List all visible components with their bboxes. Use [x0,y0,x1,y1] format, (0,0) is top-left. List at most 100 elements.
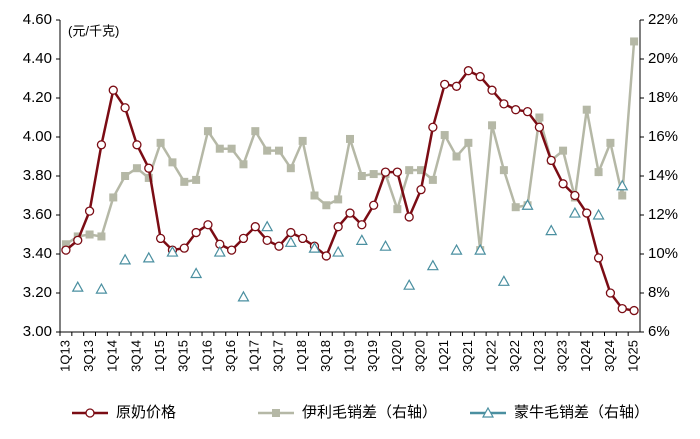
data-point [511,105,521,115]
data-point [97,232,106,241]
legend-marker [85,408,95,418]
data-point [475,71,485,82]
data-point [73,235,83,246]
data-point [203,220,213,230]
data-point [215,144,224,153]
data-point [582,208,592,218]
data-point [369,170,378,179]
data-point [84,206,95,216]
data-point [393,205,402,214]
data-point [156,138,165,147]
data-point [463,66,474,76]
data-point [535,113,544,122]
legend-label: 伊利毛销差（右轴） [302,404,437,421]
x-tick-label: 3Q13 [81,340,96,372]
x-tick-label: 3Q18 [318,340,333,372]
data-point [426,259,439,271]
data-point [487,85,497,95]
data-point [568,206,581,218]
x-tick-label: 1Q24 [578,340,593,372]
data-point [332,245,345,257]
data-point [238,233,249,244]
x-tick-label: 3Q17 [270,340,285,372]
y-tick-label: 3.00 [23,323,52,340]
x-tick-label: 1Q17 [247,340,262,372]
data-point [334,195,343,204]
data-point [440,79,450,89]
data-point [357,172,366,180]
data-point [593,253,604,263]
data-point [308,241,321,253]
data-point [274,146,283,155]
y-tick-label: 3.20 [23,284,52,301]
y-tick-label: 4.00 [23,128,52,145]
data-point [213,245,226,257]
data-point [392,167,402,177]
data-point [521,199,534,210]
x-tick-label: 3Q21 [460,340,475,372]
data-point [61,240,70,249]
x-tick-label: 1Q22 [483,340,498,372]
y-tick-label: 4.40 [23,50,52,67]
data-point [369,200,379,210]
data-point [144,173,153,182]
data-point [499,166,508,175]
data-point [132,164,141,173]
data-point [428,122,438,132]
data-point [497,275,510,286]
data-point [545,224,558,236]
data-point [166,245,179,257]
data-point [629,305,639,316]
data-point [121,172,130,180]
data-point [261,220,274,232]
data-point [227,144,236,153]
data-point [616,179,629,191]
data-point [534,122,545,132]
legend-marker [272,409,280,417]
y-tick-label: 4.20 [23,89,52,106]
data-point [286,227,296,238]
data-point [618,191,627,200]
data-point [428,175,437,184]
y2-tick-label: 10% [648,245,678,262]
data-point [226,245,237,255]
data-point [404,212,414,222]
data-point [61,245,71,255]
x-tick-label: 1Q13 [57,340,72,372]
data-point [179,243,189,253]
x-tick-label: 1Q16 [199,340,214,372]
x-tick-label: 3Q16 [223,340,238,372]
x-tick-label: 1Q20 [389,340,404,372]
x-tick-label: 3Q14 [128,340,143,372]
data-point [119,253,132,265]
series-line [65,41,636,251]
data-point [310,191,319,200]
y2-tick-label: 18% [648,89,678,106]
x-tick-label: 1Q23 [531,340,546,372]
x-tick-label: 3Q22 [507,340,522,372]
data-point [142,251,155,263]
data-point [284,236,297,247]
data-point [380,167,391,177]
data-point [262,235,272,246]
data-point [120,103,130,113]
y2-tick-label: 16% [648,128,678,145]
data-point [321,251,331,261]
data-point [346,134,354,143]
y2-tick-label: 12% [648,206,678,223]
unit-label: (元/千克) [68,23,119,38]
data-point [464,138,473,147]
data-point [239,160,248,169]
data-point [559,146,568,155]
x-tick-label: 3Q20 [412,340,427,372]
y2-tick-label: 20% [648,50,678,67]
legend-label: 蒙牛毛销差（右轴） [514,404,649,421]
data-point [298,233,308,244]
data-point [286,164,295,173]
data-point [582,105,591,114]
x-tick-label: 3Q19 [365,340,380,372]
data-point [250,222,260,232]
data-point [405,166,414,175]
data-point [71,280,84,292]
